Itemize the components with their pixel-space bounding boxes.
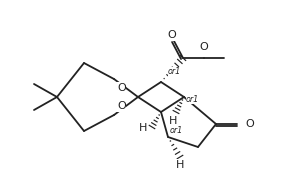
Text: H: H [176,160,184,170]
Text: or1: or1 [168,67,181,76]
Text: O: O [245,119,254,129]
Text: O: O [117,101,126,111]
Text: or1: or1 [186,95,199,104]
Text: H: H [169,116,177,126]
Text: O: O [117,83,126,93]
Text: O: O [200,42,209,52]
Text: H: H [139,123,147,133]
Text: O: O [168,30,176,40]
Text: or1: or1 [170,126,183,135]
